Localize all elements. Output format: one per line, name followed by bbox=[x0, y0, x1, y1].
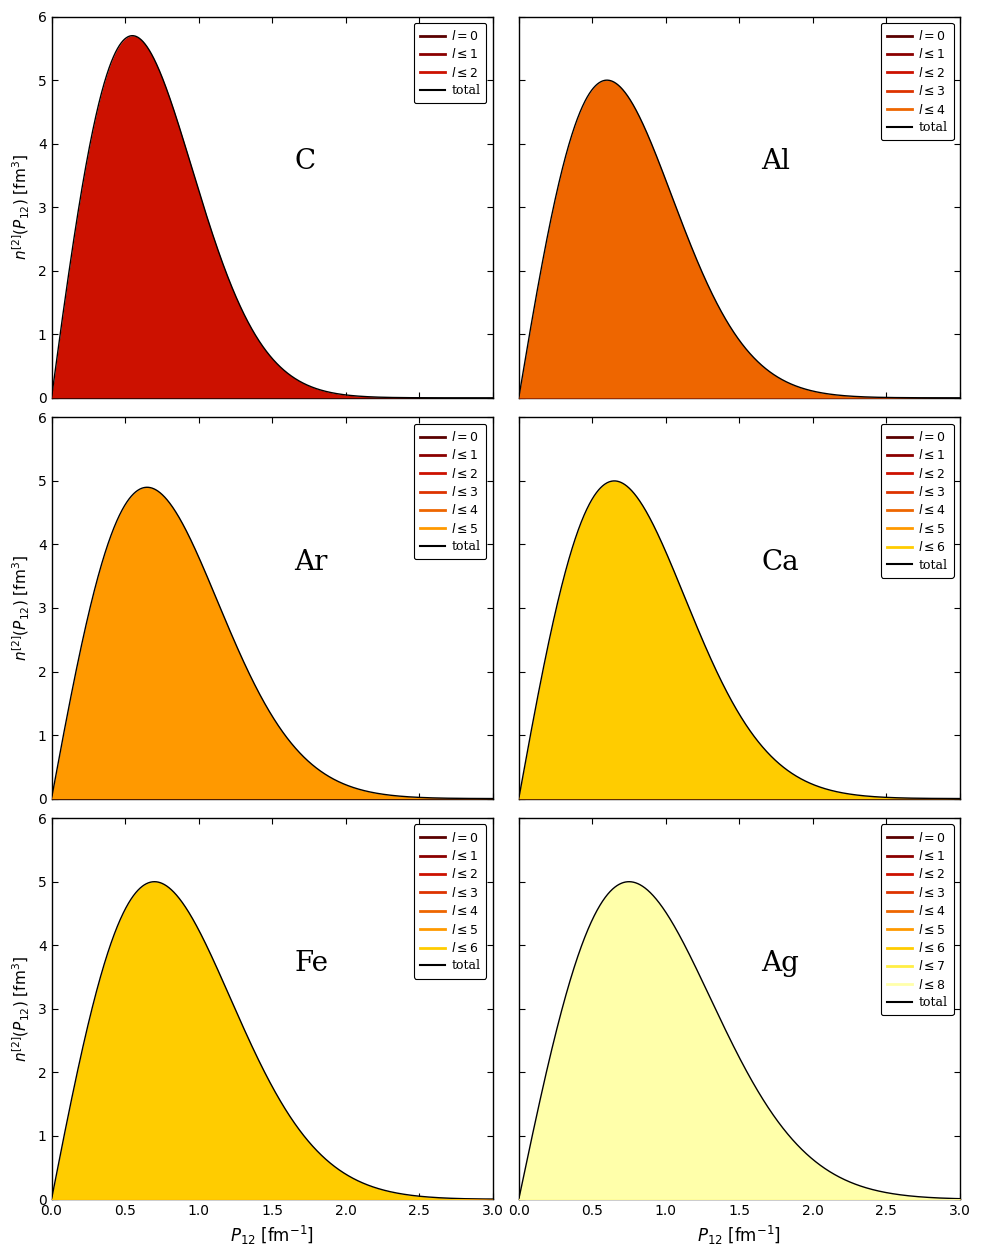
Text: Fe: Fe bbox=[295, 950, 328, 976]
Y-axis label: $n^{[2]}(P_{12})$ [fm$^{3}$]: $n^{[2]}(P_{12})$ [fm$^{3}$] bbox=[11, 155, 32, 260]
X-axis label: $P_{12}$ [fm$^{-1}$]: $P_{12}$ [fm$^{-1}$] bbox=[697, 1224, 782, 1247]
Y-axis label: $n^{[2]}(P_{12})$ [fm$^{3}$]: $n^{[2]}(P_{12})$ [fm$^{3}$] bbox=[11, 555, 32, 662]
X-axis label: $P_{12}$ [fm$^{-1}$]: $P_{12}$ [fm$^{-1}$] bbox=[230, 1224, 314, 1247]
Legend: $l = 0$, $l \leq 1$, $l \leq 2$, total: $l = 0$, $l \leq 1$, $l \leq 2$, total bbox=[413, 23, 486, 103]
Legend: $l = 0$, $l \leq 1$, $l \leq 2$, $l \leq 3$, $l \leq 4$, total: $l = 0$, $l \leq 1$, $l \leq 2$, $l \leq… bbox=[881, 23, 954, 140]
Legend: $l = 0$, $l \leq 1$, $l \leq 2$, $l \leq 3$, $l \leq 4$, $l \leq 5$, $l \leq 6$,: $l = 0$, $l \leq 1$, $l \leq 2$, $l \leq… bbox=[881, 824, 954, 1015]
Text: Ca: Ca bbox=[761, 548, 799, 576]
Y-axis label: $n^{[2]}(P_{12})$ [fm$^{3}$]: $n^{[2]}(P_{12})$ [fm$^{3}$] bbox=[11, 956, 32, 1062]
Text: Ar: Ar bbox=[295, 548, 328, 576]
Text: C: C bbox=[295, 148, 315, 175]
Legend: $l = 0$, $l \leq 1$, $l \leq 2$, $l \leq 3$, $l \leq 4$, $l \leq 5$, total: $l = 0$, $l \leq 1$, $l \leq 2$, $l \leq… bbox=[413, 424, 486, 560]
Text: Ag: Ag bbox=[761, 950, 799, 976]
Legend: $l = 0$, $l \leq 1$, $l \leq 2$, $l \leq 3$, $l \leq 4$, $l \leq 5$, $l \leq 6$,: $l = 0$, $l \leq 1$, $l \leq 2$, $l \leq… bbox=[413, 824, 486, 979]
Legend: $l = 0$, $l \leq 1$, $l \leq 2$, $l \leq 3$, $l \leq 4$, $l \leq 5$, $l \leq 6$,: $l = 0$, $l \leq 1$, $l \leq 2$, $l \leq… bbox=[881, 424, 954, 577]
Text: Al: Al bbox=[761, 148, 791, 175]
